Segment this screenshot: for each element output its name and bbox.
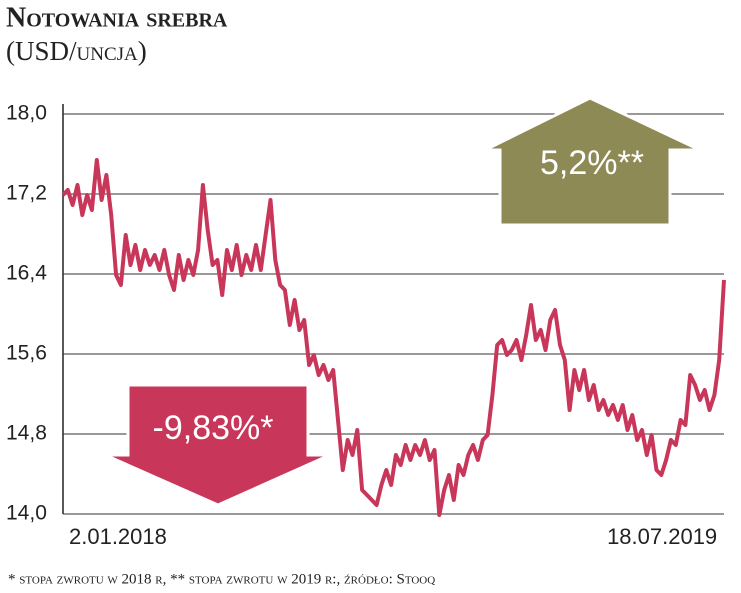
- footnote: * stopa zwrotu w 2018 r, ** stopa zwrotu…: [8, 571, 435, 587]
- chart-title: Notowania srebra: [6, 2, 228, 33]
- y-tick-label: 18,0: [6, 102, 47, 125]
- x-tick-label: 2.01.2018: [69, 524, 167, 549]
- x-tick-label: 18.07.2019: [607, 524, 717, 549]
- y-tick-label: 14,8: [6, 422, 47, 445]
- annotation: 5,2%**: [540, 144, 644, 182]
- annotation: -9,83%*: [153, 409, 274, 447]
- y-tick-label: 15,6: [6, 342, 47, 365]
- price-line: [61, 158, 726, 517]
- y-tick-label: 16,4: [6, 262, 47, 285]
- arrow: [104, 383, 331, 507]
- chart-subtitle: (USD/uncja): [6, 36, 147, 66]
- y-tick-label: 17,2: [6, 182, 47, 205]
- arrow: [484, 96, 701, 227]
- y-tick-label: 14,0: [6, 502, 47, 525]
